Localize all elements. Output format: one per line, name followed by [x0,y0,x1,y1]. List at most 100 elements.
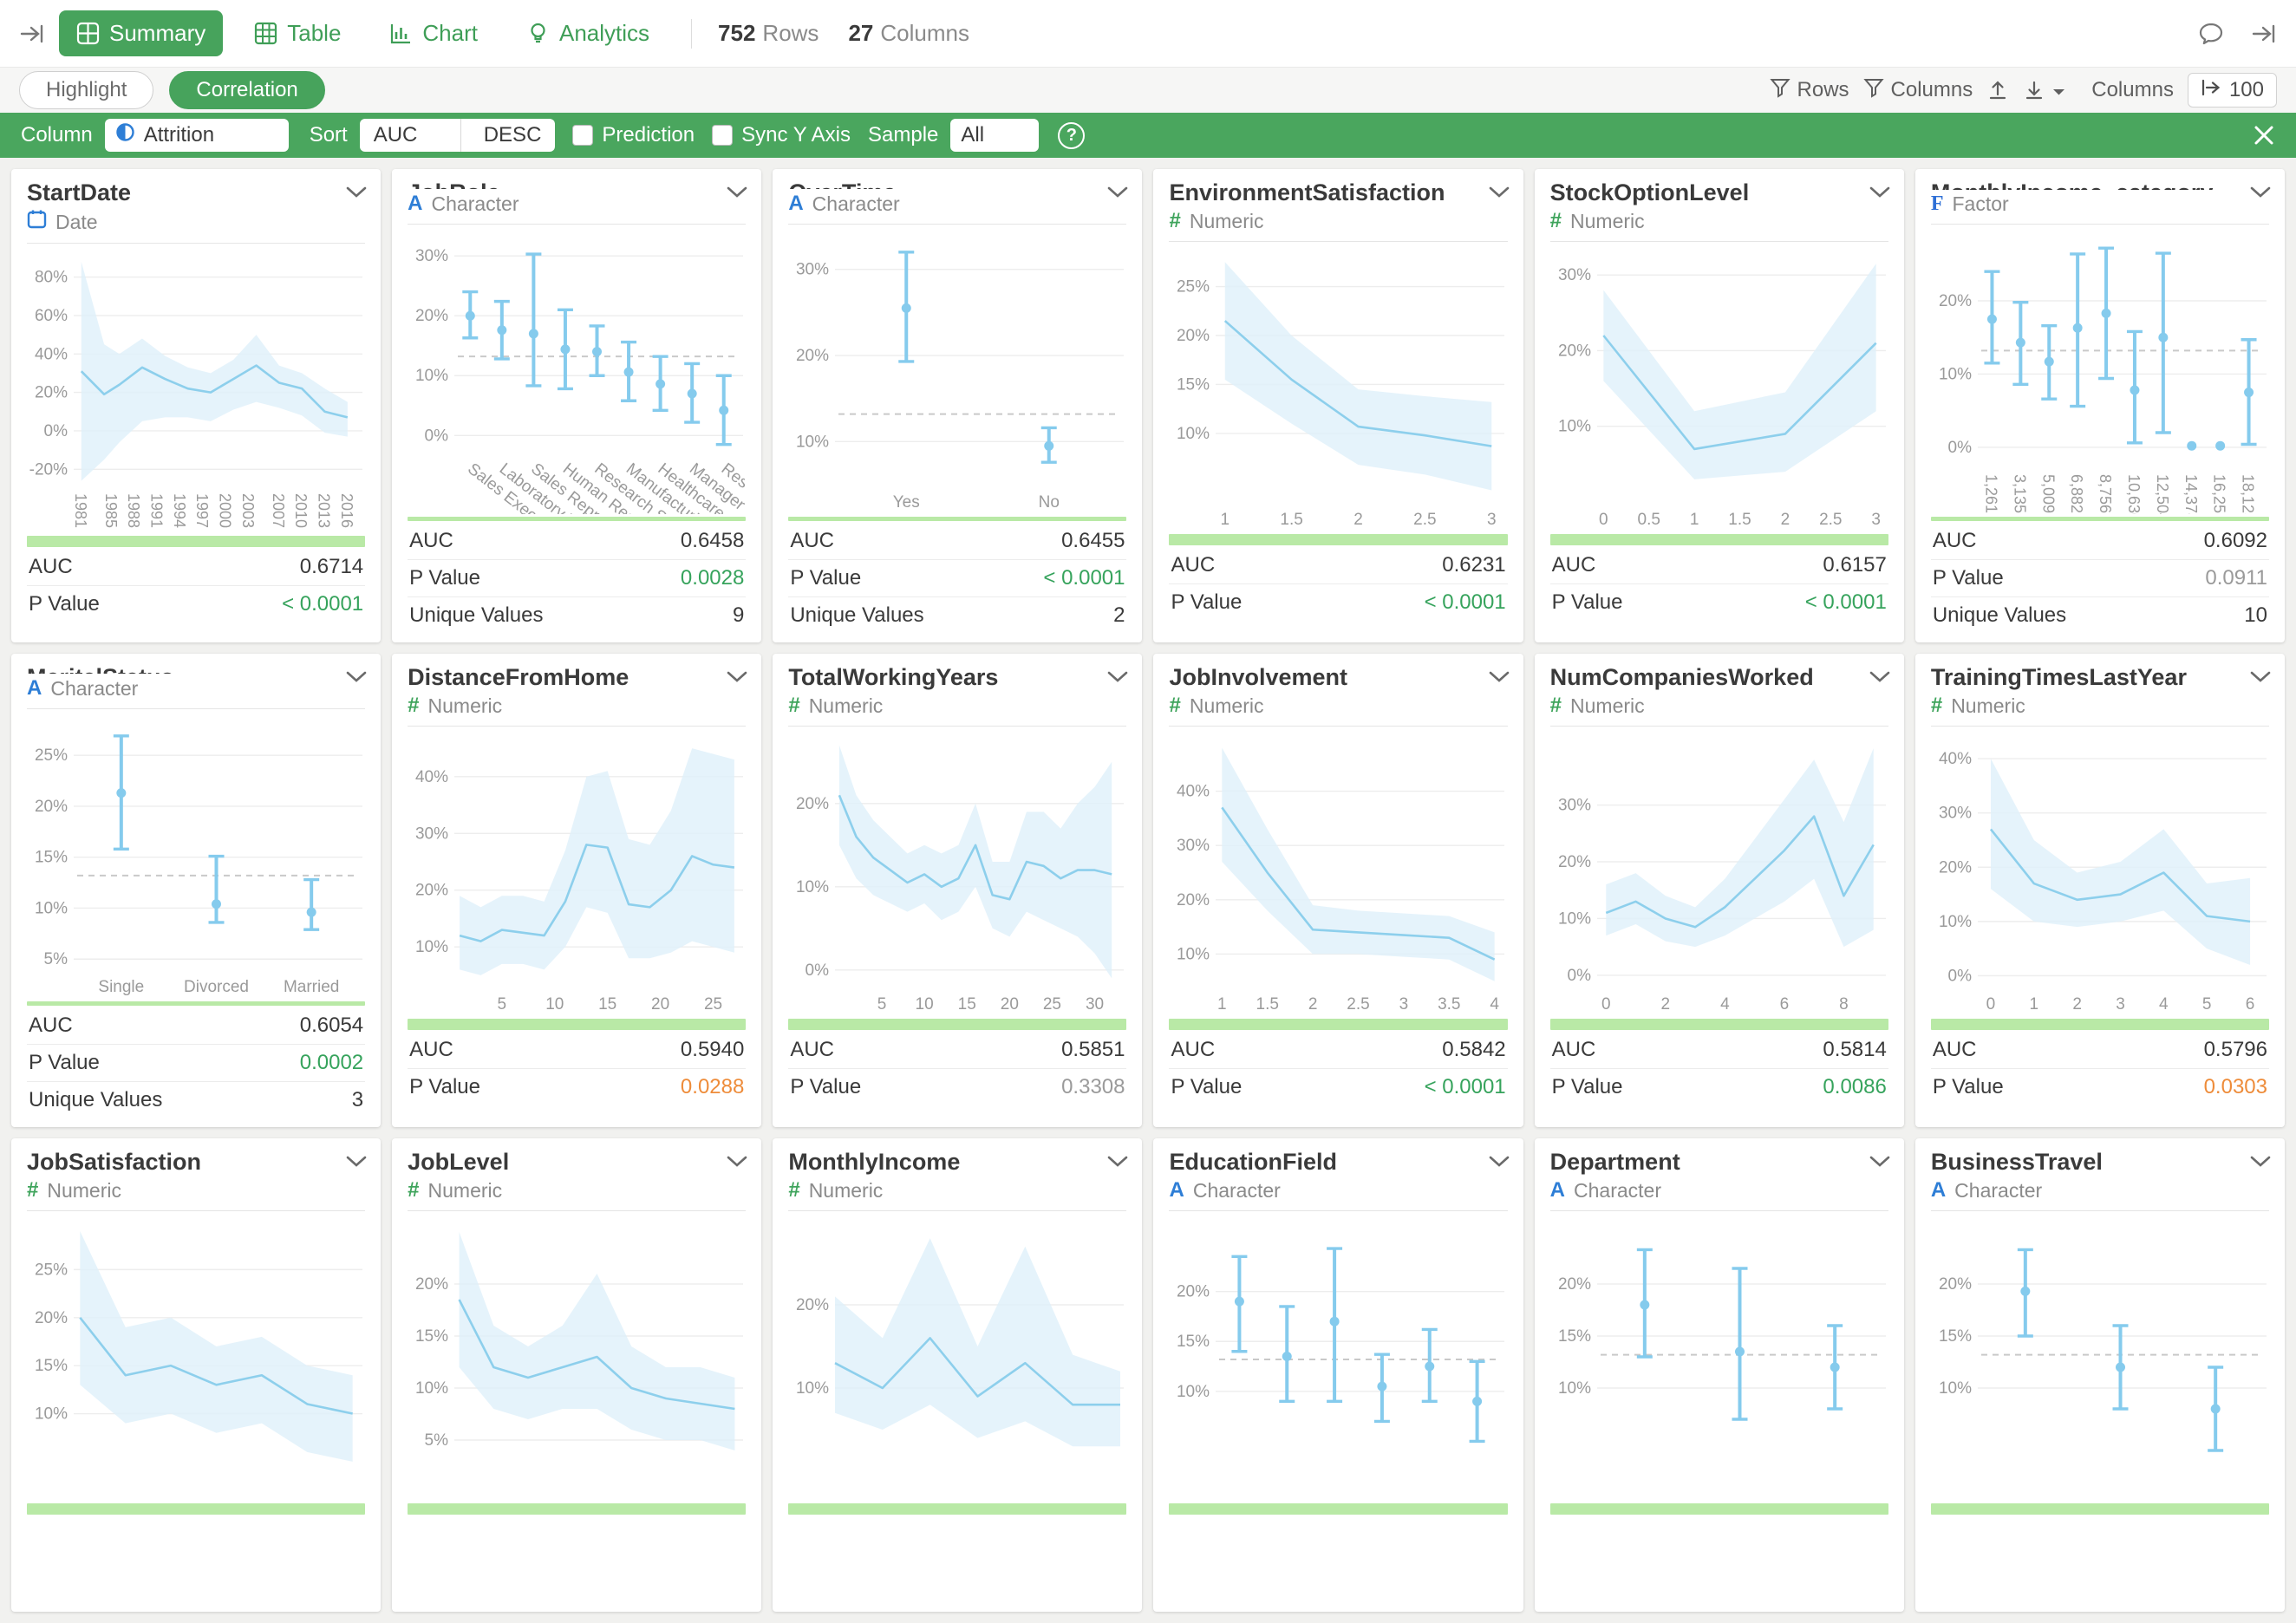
svg-text:20%: 20% [1558,1275,1591,1294]
numeric-type-icon: # [408,1178,420,1202]
column-type: # Numeric [1169,694,1508,727]
svg-text:3,135 - 5: 3,135 - 5 [2011,474,2028,514]
close-icon[interactable] [2253,124,2275,147]
chevron-down-icon[interactable] [2250,671,2271,688]
chevron-down-icon[interactable] [1489,1156,1510,1172]
column-type: # Numeric [1549,694,1888,727]
p-value-row-value: < 0.0001 [1424,590,1506,614]
chevron-down-icon[interactable] [727,1156,747,1172]
svg-text:10%: 10% [415,1379,448,1398]
numeric-type-icon: # [1169,694,1181,717]
auc-row: AUC 0.5814 [1550,1032,1888,1068]
svg-text:25%: 25% [1177,278,1210,297]
filter-rows-button[interactable]: Rows [1769,77,1849,104]
column-title: DistanceFromHome [408,664,629,690]
column-chart: 20%15%10% [1558,1248,1886,1421]
target-column-select[interactable]: Attrition [104,119,289,152]
chevron-down-icon[interactable] [1489,186,1510,203]
chevron-down-icon[interactable] [1869,1156,1890,1172]
svg-text:20%: 20% [1558,853,1591,871]
chevron-down-icon[interactable] [727,186,747,203]
column-stats: AUC 0.5814 P Value 0.0086 [1549,1032,1888,1105]
character-type-icon: A [1549,1178,1565,1202]
chevron-down-icon[interactable] [1869,186,1890,203]
chevron-down-icon[interactable] [346,186,367,203]
svg-text:14,378 -: 14,378 - [2182,474,2200,514]
p-value-row-value: < 0.0001 [1043,566,1125,590]
auc-row-label: AUC [1551,553,1596,577]
svg-text:2: 2 [1780,511,1790,529]
svg-text:10%: 10% [1558,909,1591,928]
svg-text:2: 2 [2072,995,2082,1014]
help-icon[interactable]: ? [1058,121,1086,149]
chevron-down-icon[interactable] [1107,671,1128,688]
svg-text:1997: 1997 [193,493,211,528]
column-title: StartDate [27,179,132,205]
auc-row-label: AUC [790,529,834,552]
tab-summary[interactable]: Summary [59,10,224,56]
upload-icon[interactable] [1986,79,2009,101]
svg-text:2: 2 [1354,511,1364,529]
unique-values-row-value: 9 [732,603,745,627]
chevron-down-icon[interactable] [1107,1156,1128,1172]
auc-row: AUC 0.6455 [788,523,1126,559]
svg-text:1.5: 1.5 [1281,511,1303,529]
svg-text:3: 3 [1399,995,1409,1014]
column-title: JobInvolvement [1169,664,1348,690]
svg-text:15%: 15% [35,1357,68,1375]
sort-direction-select[interactable]: DESC [483,123,542,147]
column-card: MonthlyIncome # Numeric 20% 10% [773,1138,1143,1612]
column-card: BusinessTravel A Character 20% 15% 10% [1914,1138,2285,1612]
svg-text:0: 0 [1601,995,1611,1014]
sync-y-axis-checkbox[interactable] [712,125,734,146]
svg-text:15%: 15% [1177,1333,1210,1351]
auc-strength-bar [1549,1503,1888,1515]
svg-text:Married: Married [284,978,339,996]
tab-table[interactable]: Table [237,10,358,56]
p-value-row-value: < 0.0001 [282,592,364,616]
chevron-down-icon[interactable] [346,671,367,688]
chevron-down-icon[interactable] [346,1156,367,1172]
chevron-down-icon[interactable] [2250,1156,2271,1172]
divider [691,18,693,49]
svg-text:1.5: 1.5 [1728,511,1751,529]
p-value-row-value: 0.0288 [680,1075,745,1098]
column-title: JobRole [408,179,746,189]
column-type-label: Numeric [1570,694,1645,717]
sort-field-select[interactable]: AUC [373,123,418,147]
auc-row-label: AUC [1551,1038,1596,1061]
filter-columns-button[interactable]: Columns [1862,77,1973,104]
correlation-button[interactable]: Correlation [169,71,325,109]
svg-text:12,504 -: 12,504 - [2154,474,2171,514]
grid-icon [76,22,100,45]
comment-icon[interactable] [2197,20,2225,48]
tab-analytics[interactable]: Analytics [509,10,667,56]
svg-text:0%: 0% [1947,439,1972,457]
p-value-row-label: P Value [1171,1075,1243,1098]
columns-limit-input[interactable]: 100 [2187,73,2277,108]
collapse-sidebar-icon[interactable] [19,21,45,47]
expand-panel-icon[interactable] [2251,21,2277,47]
sample-select[interactable]: All [950,119,1040,152]
tab-chart[interactable]: Chart [372,10,495,56]
chevron-down-icon[interactable] [1489,671,1510,688]
svg-text:10%: 10% [1939,1379,1972,1398]
chevron-down-icon[interactable] [727,671,747,688]
svg-text:1: 1 [2029,995,2038,1014]
prediction-checkbox[interactable] [572,125,594,146]
highlight-button[interactable]: Highlight [19,71,154,109]
chevron-down-icon[interactable] [1107,186,1128,203]
chevron-down-icon[interactable] [2250,186,2271,203]
svg-text:1.5: 1.5 [1256,995,1279,1014]
auc-row: AUC 0.6054 [27,1007,365,1044]
column-title: TrainingTimesLastYear [1930,664,2187,690]
auc-row-value: 0.6231 [1442,553,1506,577]
auc-strength-bar [1169,1503,1508,1515]
download-menu-button[interactable] [2023,78,2065,102]
logical-type-icon [115,122,135,148]
column-title: TotalWorkingYears [788,664,999,690]
column-type: # Numeric [1169,209,1508,242]
svg-text:5,009 - 6: 5,009 - 6 [2039,474,2057,514]
column-type: A Character [1930,1178,2269,1211]
chevron-down-icon[interactable] [1869,671,1890,688]
